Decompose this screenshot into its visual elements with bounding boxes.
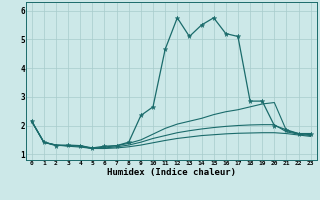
X-axis label: Humidex (Indice chaleur): Humidex (Indice chaleur) bbox=[107, 168, 236, 177]
